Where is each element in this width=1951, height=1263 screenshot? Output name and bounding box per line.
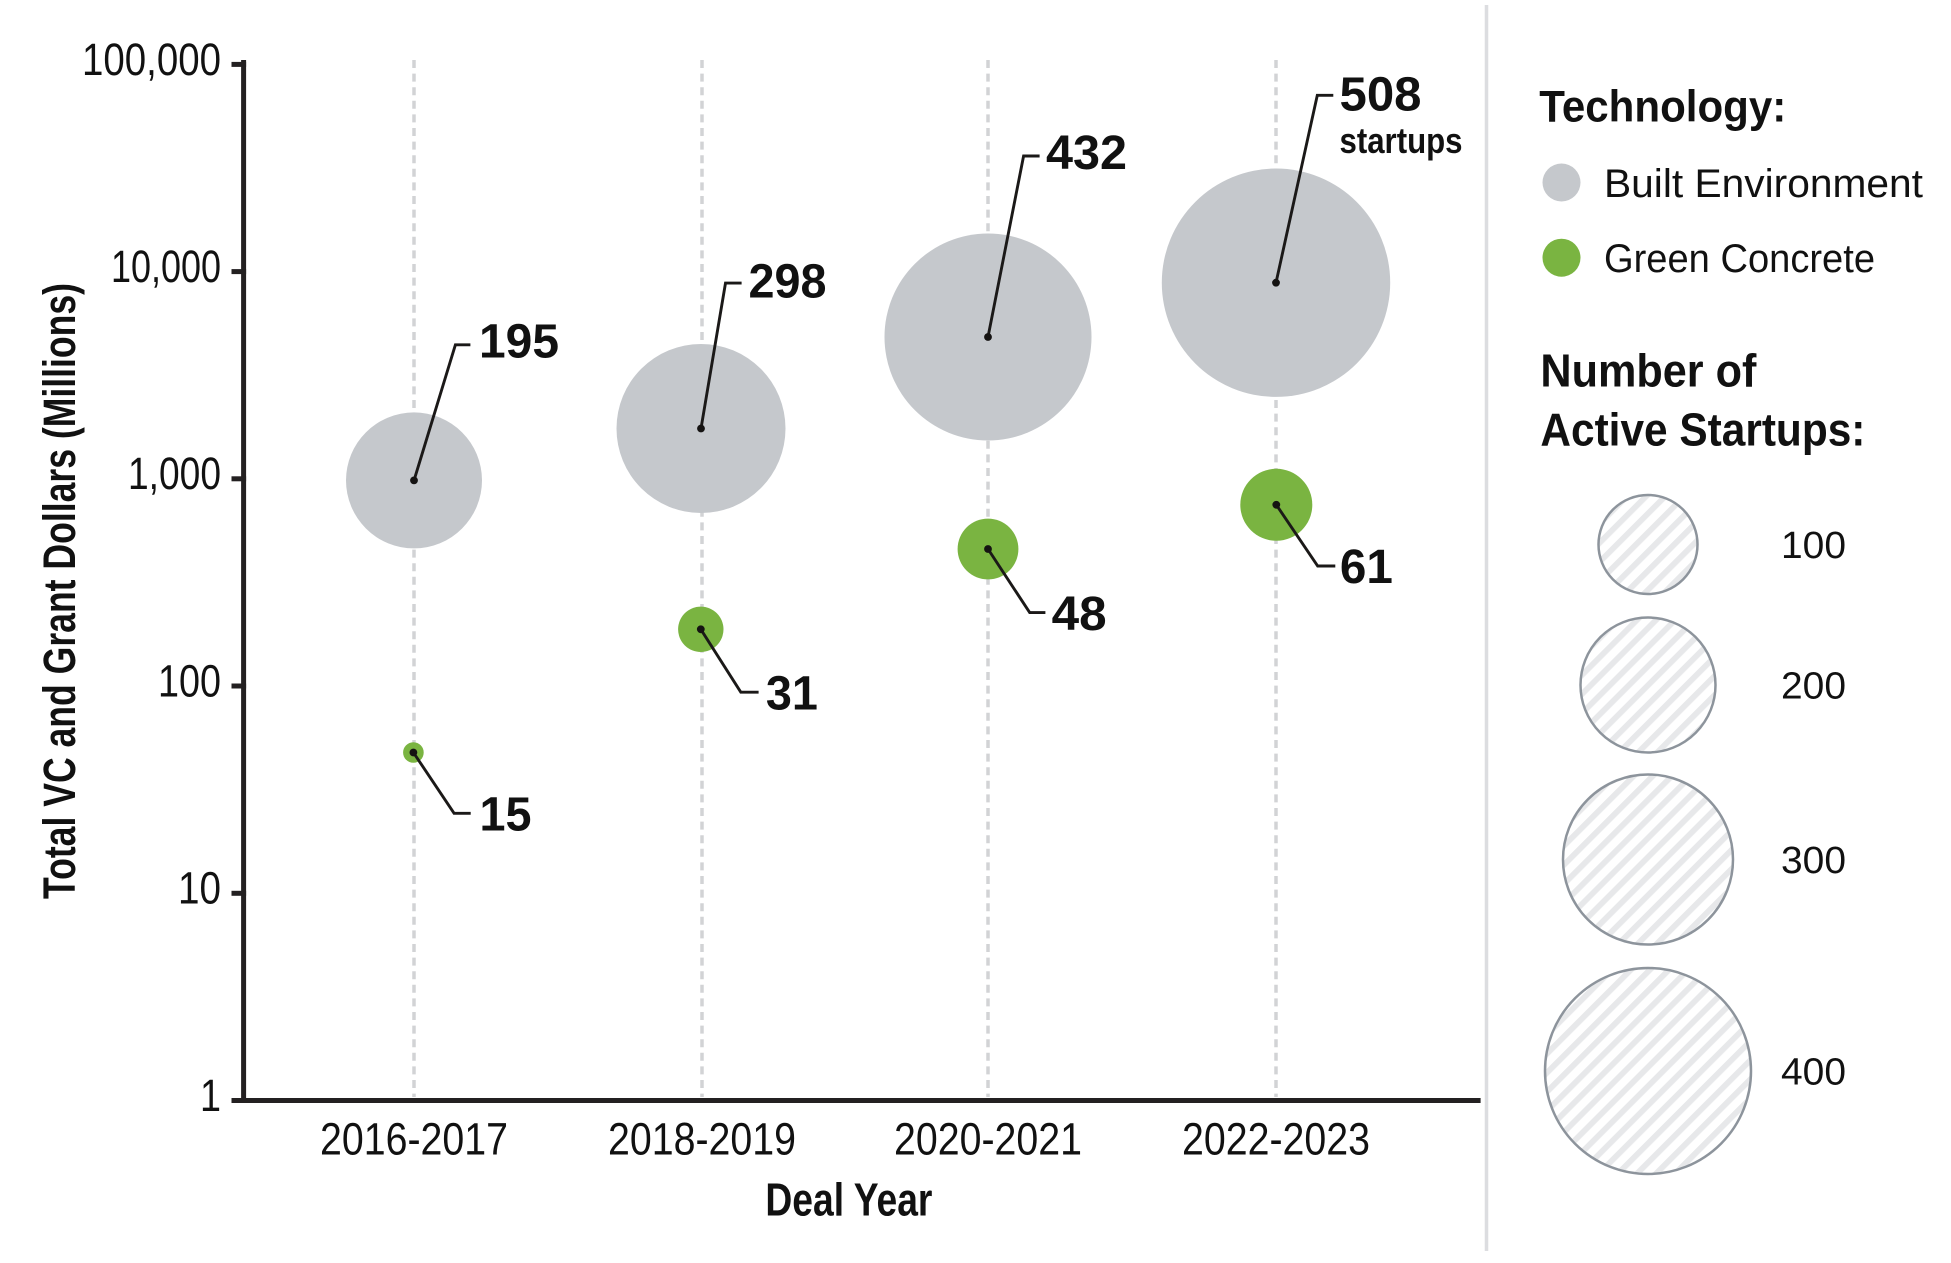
svg-text:Deal Year: Deal Year: [765, 1173, 932, 1225]
svg-text:200: 200: [1781, 666, 1846, 708]
svg-text:10: 10: [178, 863, 221, 914]
svg-text:400: 400: [1781, 1052, 1846, 1094]
svg-text:300: 300: [1781, 840, 1846, 882]
svg-text:48: 48: [1052, 588, 1107, 641]
svg-text:195: 195: [479, 316, 559, 369]
svg-text:2020-2021: 2020-2021: [894, 1113, 1082, 1164]
svg-text:Active Startups:: Active Startups:: [1540, 404, 1865, 456]
svg-text:15: 15: [480, 789, 532, 842]
svg-text:Total VC and Grant Dollars (Mi: Total VC and Grant Dollars (Millions): [34, 283, 85, 899]
svg-text:298: 298: [749, 256, 827, 309]
svg-text:Built Environment: Built Environment: [1604, 162, 1923, 206]
svg-text:31: 31: [766, 667, 818, 720]
svg-text:100,000: 100,000: [82, 34, 221, 85]
svg-text:1,000: 1,000: [128, 448, 221, 499]
svg-text:2022-2023: 2022-2023: [1182, 1113, 1370, 1164]
svg-text:432: 432: [1046, 127, 1127, 180]
svg-text:1: 1: [200, 1070, 221, 1121]
svg-text:100: 100: [158, 655, 221, 706]
svg-text:Green Concrete: Green Concrete: [1604, 237, 1875, 281]
svg-text:2016-2017: 2016-2017: [320, 1113, 508, 1164]
svg-text:Technology:: Technology:: [1539, 82, 1786, 131]
svg-text:508: 508: [1340, 68, 1422, 121]
svg-text:2018-2019: 2018-2019: [608, 1113, 796, 1164]
svg-text:Number of: Number of: [1540, 345, 1757, 397]
svg-text:startups: startups: [1340, 120, 1463, 161]
svg-text:61: 61: [1340, 541, 1393, 594]
svg-text:10,000: 10,000: [111, 241, 221, 292]
svg-text:100: 100: [1781, 525, 1846, 567]
